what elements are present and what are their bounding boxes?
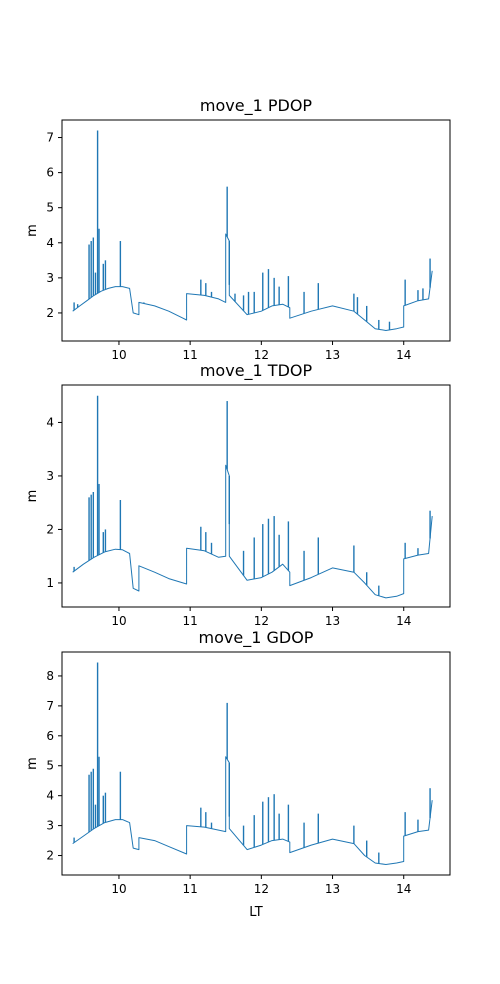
x-tick-label: 14 [396, 348, 411, 362]
y-tick-label: 7 [46, 699, 54, 713]
chart-panel-3: move_1 GDOP 10 11 12 13 14 2 3 4 5 6 7 8 m LT [25, 628, 451, 920]
y-tick-label: 5 [46, 201, 54, 215]
y-tick-label: 4 [46, 415, 54, 429]
chart-title: move_1 TDOP [200, 361, 313, 381]
x-tick-label: 12 [254, 614, 269, 628]
plot-frame [61, 119, 451, 342]
chart-title: move_1 PDOP [200, 96, 313, 116]
y-axis-label: m [25, 224, 40, 237]
series-line [72, 233, 433, 331]
y-tick-label: 1 [46, 576, 54, 590]
x-tick-label: 14 [396, 882, 411, 896]
x-tick-label: 10 [111, 348, 126, 362]
plot-frame [61, 384, 451, 608]
y-tick-label: 3 [46, 469, 54, 483]
x-axis-label: LT [249, 905, 262, 920]
y-tick-label: 2 [46, 849, 54, 863]
y-tick-label: 2 [46, 522, 54, 536]
series-line [72, 464, 433, 599]
x-tick-label: 12 [254, 882, 269, 896]
series-line [72, 756, 433, 865]
y-tick-label: 6 [46, 729, 54, 743]
y-tick-label: 2 [46, 306, 54, 320]
y-tick-label: 3 [46, 819, 54, 833]
x-tick-label: 13 [325, 348, 340, 362]
y-tick-label: 7 [46, 131, 54, 145]
y-tick-label: 6 [46, 166, 54, 180]
chart-panel-1: move_1 PDOP 10 11 12 13 14 2 3 4 5 6 7 m [25, 96, 451, 362]
x-tick-label: 11 [183, 614, 198, 628]
x-tick-label: 14 [396, 614, 411, 628]
y-tick-label: 4 [46, 789, 54, 803]
y-tick-label: 5 [46, 759, 54, 773]
y-axis-label: m [25, 490, 40, 503]
x-tick-label: 13 [325, 614, 340, 628]
plot-frame [61, 651, 451, 876]
x-tick-label: 11 [183, 882, 198, 896]
y-axis-label: m [25, 757, 40, 770]
y-tick-label: 4 [46, 236, 54, 250]
x-tick-label: 11 [183, 348, 198, 362]
x-tick-label: 12 [254, 348, 269, 362]
x-tick-label: 13 [325, 882, 340, 896]
x-tick-label: 10 [111, 882, 126, 896]
y-tick-label: 8 [46, 669, 54, 683]
x-tick-label: 10 [111, 614, 126, 628]
chart-title: move_1 GDOP [199, 628, 314, 648]
y-tick-label: 3 [46, 271, 54, 285]
